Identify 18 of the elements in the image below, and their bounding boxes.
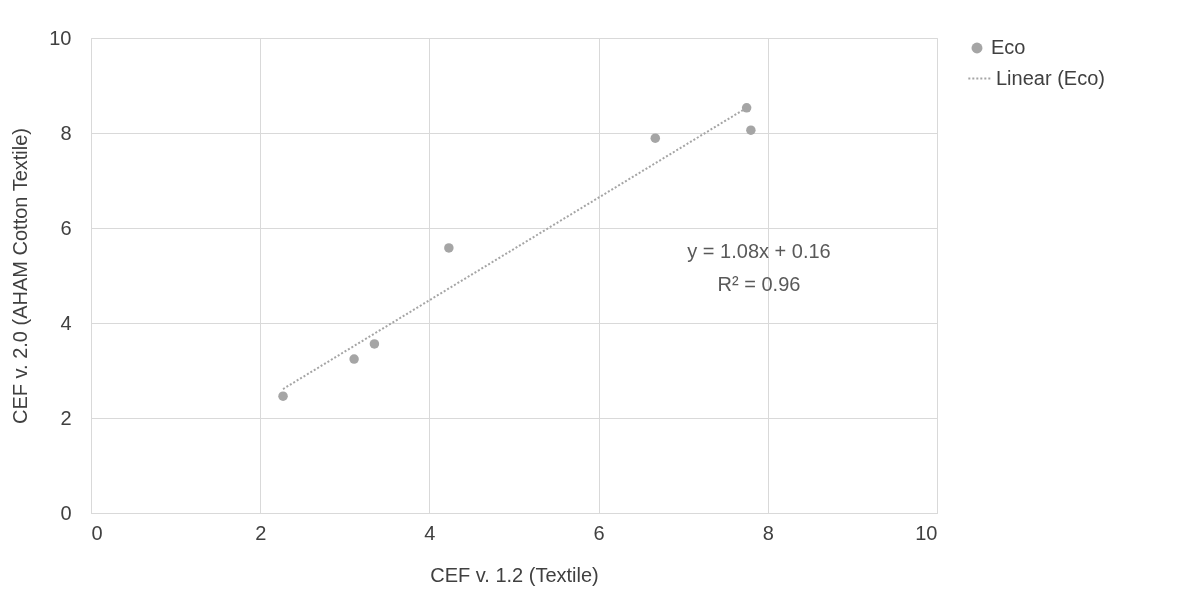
y-tick-label: 4: [60, 311, 72, 334]
x-axis-title: CEF v. 1.2 (Textile): [430, 563, 599, 586]
x-tick-label: 2: [255, 521, 267, 544]
y-tick-label: 0: [60, 501, 72, 524]
x-tick-label: 8: [762, 521, 774, 544]
annotation: R² = 0.96: [717, 273, 801, 295]
x-tick-label: 0: [91, 521, 103, 544]
x-tick-label: 10: [915, 521, 938, 544]
y-tick-label: 10: [49, 26, 72, 49]
y-tick-label: 8: [60, 121, 72, 144]
legend-label: Eco: [991, 36, 1026, 58]
y-tick-label: 2: [60, 406, 72, 429]
y-tick-label: 6: [60, 216, 72, 239]
x-tick-label: 4: [424, 521, 436, 544]
y-axis-title: CEF v. 2.0 (AHAM Cotton Textile): [9, 127, 32, 425]
legend-label: Linear (Eco): [996, 66, 1105, 89]
x-tick-label: 6: [593, 521, 605, 544]
annotation: y = 1.08x + 0.16: [687, 240, 831, 262]
